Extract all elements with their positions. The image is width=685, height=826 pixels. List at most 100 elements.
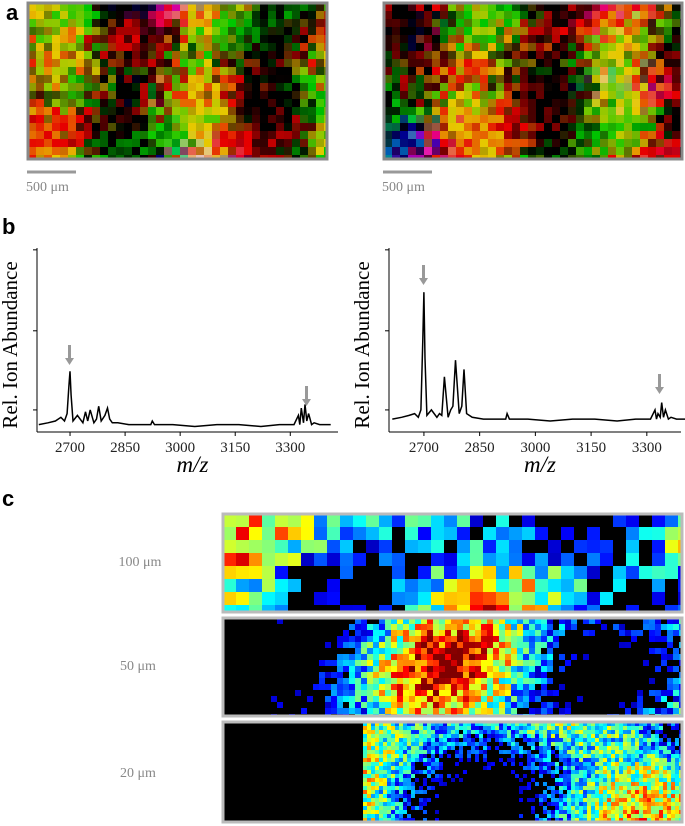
pixel (349, 636, 355, 642)
pixel (529, 678, 535, 684)
pixel (260, 11, 268, 19)
pixel (385, 648, 391, 654)
pixel (447, 754, 451, 758)
pixel (424, 43, 432, 51)
pixel (584, 11, 592, 19)
pixel (591, 758, 595, 762)
pixel (527, 762, 531, 766)
pixel (443, 734, 447, 738)
pixel (579, 806, 583, 810)
pixel (600, 147, 608, 155)
pixel (44, 107, 52, 115)
pixel (563, 794, 567, 798)
pixel (292, 131, 300, 139)
pixel (204, 27, 212, 35)
pixel (260, 147, 268, 155)
pixel (400, 107, 408, 115)
pixel (464, 115, 472, 123)
pixel (148, 67, 156, 75)
pixel (383, 810, 387, 814)
pixel (392, 99, 400, 107)
pixel (457, 566, 470, 579)
pixel (551, 774, 555, 778)
pixel (373, 624, 379, 630)
pixel (672, 67, 680, 75)
pixel (276, 107, 284, 115)
pixel (574, 540, 587, 553)
pixel (411, 758, 415, 762)
pixel (499, 690, 505, 696)
pixel (531, 746, 535, 750)
pixel (625, 708, 631, 714)
pixel (416, 115, 424, 123)
pixel (663, 806, 667, 810)
pixel (652, 553, 665, 566)
pixel (552, 59, 560, 67)
pixel (132, 123, 140, 131)
pixel (76, 115, 84, 123)
pixel (659, 802, 663, 806)
pixel (559, 750, 563, 754)
pixel (587, 758, 591, 762)
pixel (391, 678, 397, 684)
pixel (116, 67, 124, 75)
pixel (116, 35, 124, 43)
pixel (640, 139, 648, 147)
pixel (672, 27, 680, 35)
pixel (343, 654, 349, 660)
pixel (447, 726, 451, 730)
pixel (284, 11, 292, 19)
pixel (262, 540, 275, 553)
pixel (576, 91, 584, 99)
pixel (603, 794, 607, 798)
pixel (664, 67, 672, 75)
pixel (663, 814, 667, 818)
pixel (552, 123, 560, 131)
pixel (387, 774, 391, 778)
pixel (408, 75, 416, 83)
pixel (124, 83, 132, 91)
pixel (487, 648, 493, 654)
pixel (379, 806, 383, 810)
pixel (640, 91, 648, 99)
pixel (551, 726, 555, 730)
pixel (403, 666, 409, 672)
pixel (424, 35, 432, 43)
pixel (587, 778, 591, 782)
pixel (427, 750, 431, 754)
pixel (387, 742, 391, 746)
pixel (659, 782, 663, 786)
pixel (416, 107, 424, 115)
pixel (529, 648, 535, 654)
pixel (480, 43, 488, 51)
pixel (611, 814, 615, 818)
pixel (421, 630, 427, 636)
pixel (188, 27, 196, 35)
pixel (455, 762, 459, 766)
pixel (651, 790, 655, 794)
pixel (651, 814, 655, 818)
pixel (515, 746, 519, 750)
pixel (448, 35, 456, 43)
pixel (659, 754, 663, 758)
pixel (400, 91, 408, 99)
pixel (373, 678, 379, 684)
pixel (116, 75, 124, 83)
pixel (455, 730, 459, 734)
pixel (260, 27, 268, 35)
pixel (212, 59, 220, 67)
pixel (488, 59, 496, 67)
pixel (331, 708, 337, 714)
pixel (244, 131, 252, 139)
pixel (640, 43, 648, 51)
pixel (456, 91, 464, 99)
pixel (475, 750, 479, 754)
pixel (416, 35, 424, 43)
pixel (673, 684, 679, 690)
pixel (576, 59, 584, 67)
pixel (392, 579, 405, 592)
pixel (655, 766, 659, 770)
pixel (249, 566, 262, 579)
pixel (415, 702, 421, 708)
pixel (472, 75, 480, 83)
